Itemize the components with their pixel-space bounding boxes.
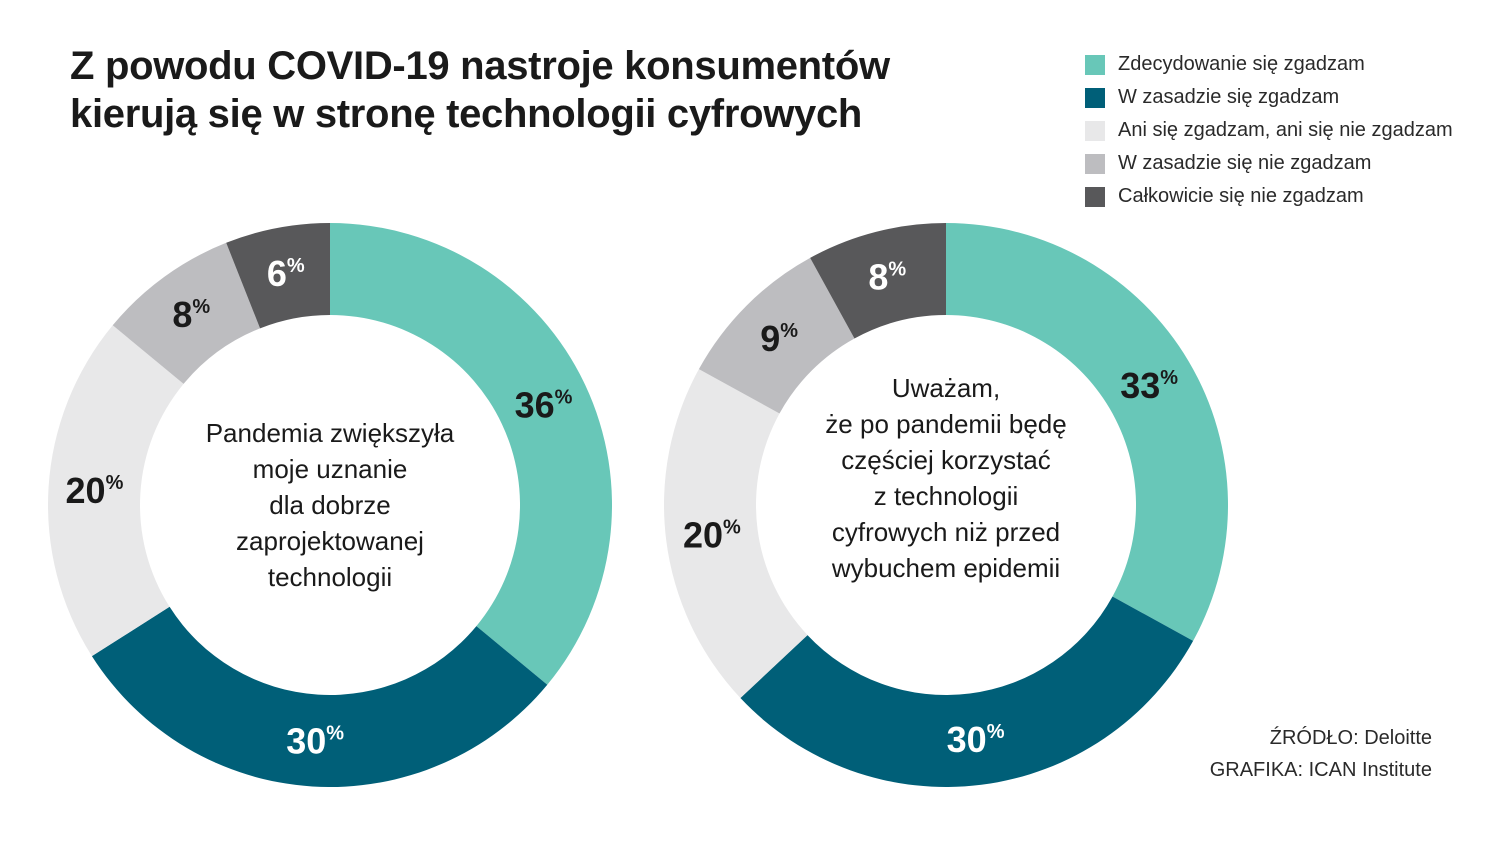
donut-slice-neutral: [664, 369, 808, 699]
center-text-line: dla dobrze: [269, 490, 391, 520]
slice-value-label: 20%: [66, 470, 124, 511]
donut-slice-disagree: [112, 242, 261, 384]
legend-swatch: [1085, 153, 1105, 174]
slice-value-label: 9%: [760, 318, 798, 359]
donut-slice-agree: [91, 606, 548, 787]
chart-title-line-1: Z powodu COVID-19 nastroje konsumentów: [70, 44, 890, 88]
legend-item-neutral: Ani się zgadzam, ani się nie zgadzam: [1085, 114, 1453, 147]
center-text-line: częściej korzystać: [841, 445, 1051, 475]
legend-label: W zasadzie się nie zgadzam: [1118, 152, 1372, 174]
donut-slice-agree: [740, 596, 1194, 787]
center-text-line: cyfrowych niż przed: [831, 517, 1061, 547]
legend-label: W zasadzie się zgadzam: [1118, 86, 1340, 108]
center-text-line: moje uznanie: [252, 454, 408, 484]
slice-value-label: 33%: [1120, 365, 1178, 406]
donut-slice-neutral: [47, 325, 184, 657]
legend-label: Zdecydowanie się zgadzam: [1118, 53, 1365, 75]
source-note: ŹRÓDŁO: Deloitte GRAFIKA: ICAN Institute: [1210, 722, 1432, 786]
legend: Zdecydowanie się zgadzam W zasadzie się …: [1085, 48, 1453, 213]
donut-slice-strongly-disagree: [226, 223, 330, 329]
chart-title: Z powodu COVID-19 nastroje konsumentów k…: [70, 42, 1070, 138]
center-text-line: Uważam,: [891, 373, 1001, 403]
legend-item-disagree: W zasadzie się nie zgadzam: [1085, 147, 1453, 180]
legend-swatch: [1085, 87, 1105, 108]
donut-slice-strongly-disagree: [810, 223, 946, 339]
slice-value-label: 30%: [286, 721, 344, 762]
donut-1-center-text: Pandemia zwiększyła moje uznanie dla dob…: [170, 415, 490, 595]
center-text-line: wybuchem epidemii: [831, 553, 1061, 583]
slice-value-label: 8%: [868, 256, 906, 297]
legend-item-agree: W zasadzie się zgadzam: [1085, 81, 1453, 114]
center-text-line: zaprojektowanej: [236, 526, 424, 556]
graphics-credit-line: GRAFIKA: ICAN Institute: [1209, 759, 1432, 781]
donut-slice-disagree: [698, 257, 855, 414]
donut-chart-1: 36% 30% 20% 8% 6%: [47, 223, 612, 787]
slice-value-label: 8%: [172, 294, 210, 335]
legend-item-strongly-agree: Zdecydowanie się zgadzam: [1085, 48, 1453, 81]
legend-swatch: [1085, 120, 1105, 141]
source-line: ŹRÓDŁO: Deloitte: [1269, 727, 1432, 749]
slice-value-label: 36%: [515, 385, 573, 426]
chart-title-line-2: kierują się w stronę technologii cyfrowy…: [70, 92, 863, 136]
slice-value-label: 6%: [267, 253, 305, 294]
donut-slice-strongly-agree: [330, 223, 612, 685]
center-text-line: z technologii: [873, 481, 1019, 511]
slice-value-label: 20%: [683, 515, 741, 556]
center-text-line: że po pandemii będę: [825, 409, 1067, 439]
legend-swatch: [1085, 54, 1105, 75]
legend-label: Ani się zgadzam, ani się nie zgadzam: [1118, 119, 1453, 141]
center-text-line: Pandemia zwiększyła: [205, 418, 455, 448]
legend-label: Całkowicie się nie zgadzam: [1118, 185, 1364, 207]
legend-swatch: [1085, 186, 1105, 207]
legend-item-strongly-disagree: Całkowicie się nie zgadzam: [1085, 180, 1453, 213]
donut-slice-strongly-agree: [946, 223, 1229, 641]
slice-value-label: 30%: [947, 719, 1005, 760]
donut-2-center-text: Uważam, że po pandemii będę częściej kor…: [786, 370, 1106, 586]
donut-chart-2: 33% 30% 20% 9% 8%: [664, 223, 1229, 787]
center-text-line: technologii: [267, 562, 393, 592]
